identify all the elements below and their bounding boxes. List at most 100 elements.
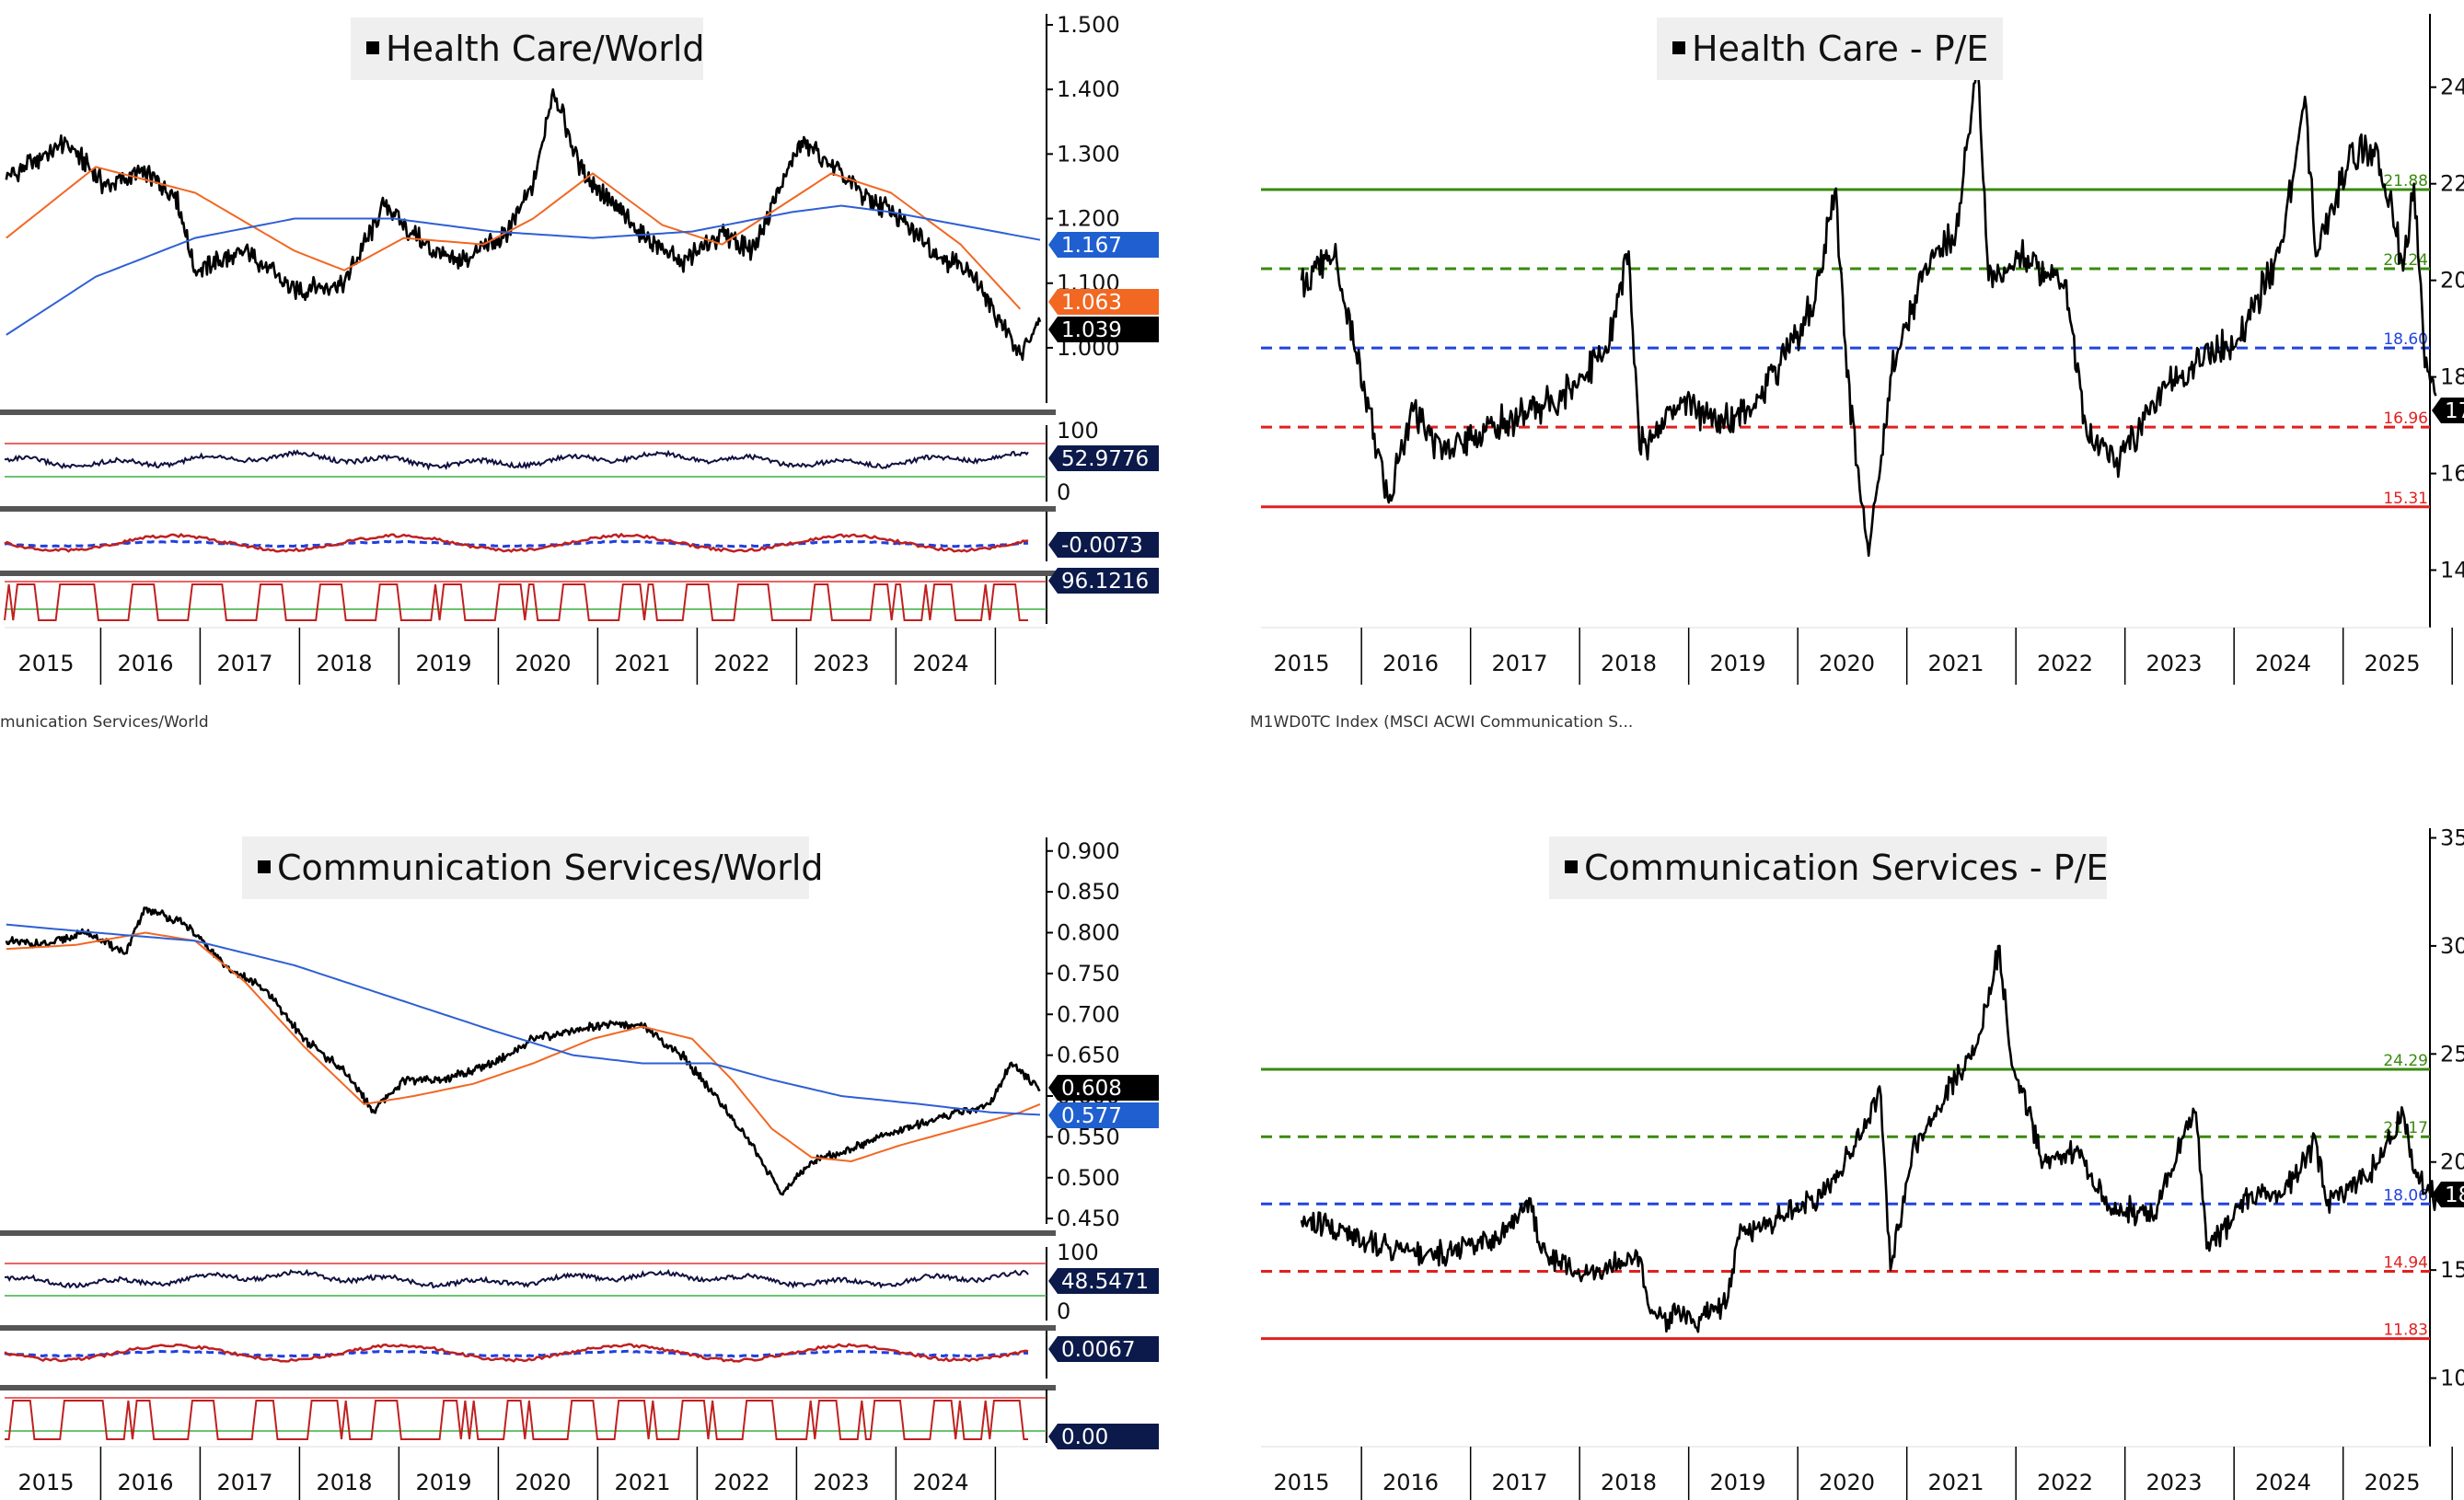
x-tick-label: 2017 bbox=[216, 651, 272, 676]
y-tick-label: 20.00 bbox=[2440, 1149, 2464, 1175]
chart-title: Communication Services - P/E bbox=[1584, 848, 2108, 888]
level-label: 24.29 bbox=[2383, 1052, 2428, 1070]
stoch-value-tag bbox=[1048, 568, 1159, 594]
x-tick-label: 2019 bbox=[415, 1470, 471, 1495]
rsi-tick-label: 0 bbox=[1057, 1298, 1070, 1324]
x-tick-label: 2023 bbox=[2146, 1470, 2202, 1495]
panel-health-care-world: 1.5001.4001.3001.2001.1001.0001.1671.063… bbox=[0, 12, 1159, 685]
x-tick-label: 2020 bbox=[515, 651, 571, 676]
x-tick-label: 2021 bbox=[1927, 651, 1984, 676]
rsi-value-label: 52.9776 bbox=[1061, 447, 1149, 471]
rsi-tick-label: 100 bbox=[1057, 418, 1099, 444]
title-square-icon bbox=[366, 41, 379, 54]
x-tick-label: 2023 bbox=[813, 1470, 869, 1495]
last-value-label: 1.063 bbox=[1061, 291, 1122, 315]
x-tick-label: 2021 bbox=[1927, 1470, 1984, 1495]
y-tick-label: 1.300 bbox=[1057, 141, 1120, 167]
rsi-value-tag bbox=[1048, 1268, 1159, 1294]
title-square-icon bbox=[258, 860, 271, 873]
level-label: 18.06 bbox=[2383, 1186, 2428, 1205]
x-tick-label: 2015 bbox=[17, 651, 74, 676]
title-box bbox=[242, 837, 809, 899]
pane-separator bbox=[0, 1325, 1056, 1331]
last-value-tag bbox=[1048, 1075, 1159, 1101]
macd-signal-line bbox=[4, 1349, 1029, 1358]
x-tick-label: 2022 bbox=[2037, 1470, 2093, 1495]
last-value-tag bbox=[2432, 398, 2464, 423]
level-label: 11.83 bbox=[2383, 1321, 2428, 1340]
y-tick-label: 1.500 bbox=[1057, 12, 1120, 38]
level-label: 18.60 bbox=[2383, 330, 2428, 349]
last-value-label: 17.61 bbox=[2445, 399, 2464, 423]
panel-communication-services-pe: 35.0030.0025.0020.0015.0010.0024.2921.17… bbox=[1261, 825, 2464, 1500]
x-tick-label: 2021 bbox=[614, 1470, 670, 1495]
y-tick-label: 0.550 bbox=[1057, 1124, 1120, 1149]
series-line bbox=[6, 931, 1041, 1162]
level-label: 15.31 bbox=[2383, 490, 2428, 508]
series-line bbox=[5, 906, 1041, 1196]
macd-value-label: 0.0067 bbox=[1061, 1338, 1135, 1362]
chart-title: Health Care - P/E bbox=[1692, 29, 1988, 69]
x-tick-label: 2024 bbox=[2255, 1470, 2311, 1495]
last-value-tag bbox=[1048, 1102, 1159, 1128]
stoch-value-tag bbox=[1048, 1424, 1159, 1449]
x-tick-label: 2017 bbox=[1491, 651, 1547, 676]
panel-communication-services-world: 0.9000.8500.8000.7500.7000.6500.6000.550… bbox=[0, 837, 1159, 1500]
y-tick-label: 0.900 bbox=[1057, 838, 1120, 864]
x-tick-label: 2020 bbox=[1819, 651, 1875, 676]
x-tick-label: 2018 bbox=[316, 1470, 372, 1495]
series-line bbox=[6, 923, 1041, 1116]
rsi-tick-label: 0 bbox=[1057, 479, 1070, 505]
chart-title: Health Care/World bbox=[386, 29, 705, 69]
y-tick-label: 1.400 bbox=[1057, 76, 1120, 102]
x-tick-label: 2015 bbox=[1273, 1470, 1329, 1495]
x-tick-label: 2016 bbox=[117, 651, 173, 676]
x-tick-label: 2018 bbox=[1601, 651, 1657, 676]
footnote-right: M1WD0TC Index (MSCI ACWI Communication S… bbox=[1250, 713, 1633, 732]
y-tick-label: 14.00 bbox=[2440, 558, 2464, 583]
x-tick-label: 2016 bbox=[1382, 1470, 1439, 1495]
y-tick-label: 0.800 bbox=[1057, 920, 1120, 946]
x-tick-label: 2025 bbox=[2364, 1470, 2420, 1495]
y-tick-label: 0.450 bbox=[1057, 1206, 1120, 1231]
level-label: 21.88 bbox=[2383, 172, 2428, 190]
x-tick-label: 2016 bbox=[117, 1470, 173, 1495]
rsi-line bbox=[4, 449, 1029, 471]
stoch-value-label: 96.1216 bbox=[1061, 570, 1149, 594]
last-value-label: 18.37 bbox=[2445, 1183, 2464, 1207]
x-tick-label: 2019 bbox=[1709, 651, 1765, 676]
macd-signal-line bbox=[4, 539, 1029, 548]
last-value-label: 1.039 bbox=[1061, 318, 1122, 342]
rsi-line bbox=[4, 1268, 1029, 1289]
rsi-value-label: 48.5471 bbox=[1061, 1270, 1149, 1294]
y-tick-label: 24.00 bbox=[2440, 75, 2464, 100]
macd-value-label: -0.0073 bbox=[1061, 534, 1143, 558]
x-tick-label: 2024 bbox=[2255, 651, 2311, 676]
x-tick-label: 2018 bbox=[1601, 1470, 1657, 1495]
x-tick-label: 2018 bbox=[316, 651, 372, 676]
level-label: 14.94 bbox=[2383, 1254, 2428, 1273]
last-value-label: 1.167 bbox=[1061, 234, 1122, 258]
title-box bbox=[1549, 837, 2107, 899]
y-tick-label: 20.00 bbox=[2440, 268, 2464, 294]
stoch-line bbox=[5, 1400, 1028, 1440]
x-tick-label: 2019 bbox=[415, 651, 471, 676]
y-tick-label: 10.00 bbox=[2440, 1366, 2464, 1391]
x-tick-label: 2020 bbox=[515, 1470, 571, 1495]
level-label: 16.96 bbox=[2383, 410, 2428, 428]
y-tick-label: 0.700 bbox=[1057, 1001, 1120, 1027]
panel-health-care-pe: 24.0022.0020.0018.0016.0014.0021.8820.24… bbox=[1261, 14, 2464, 685]
series-line bbox=[5, 87, 1042, 362]
macd-line bbox=[4, 1343, 1029, 1363]
y-tick-label: 25.00 bbox=[2440, 1041, 2464, 1067]
x-tick-label: 2022 bbox=[713, 1470, 769, 1495]
y-tick-label: 0.750 bbox=[1057, 961, 1120, 987]
x-tick-label: 2015 bbox=[17, 1470, 74, 1495]
last-value-label: 0.577 bbox=[1061, 1104, 1122, 1128]
y-tick-label: 18.00 bbox=[2440, 364, 2464, 390]
x-tick-label: 2024 bbox=[912, 651, 968, 676]
x-tick-label: 2016 bbox=[1382, 651, 1439, 676]
y-tick-label: 15.00 bbox=[2440, 1257, 2464, 1283]
x-tick-label: 2020 bbox=[1819, 1470, 1875, 1495]
